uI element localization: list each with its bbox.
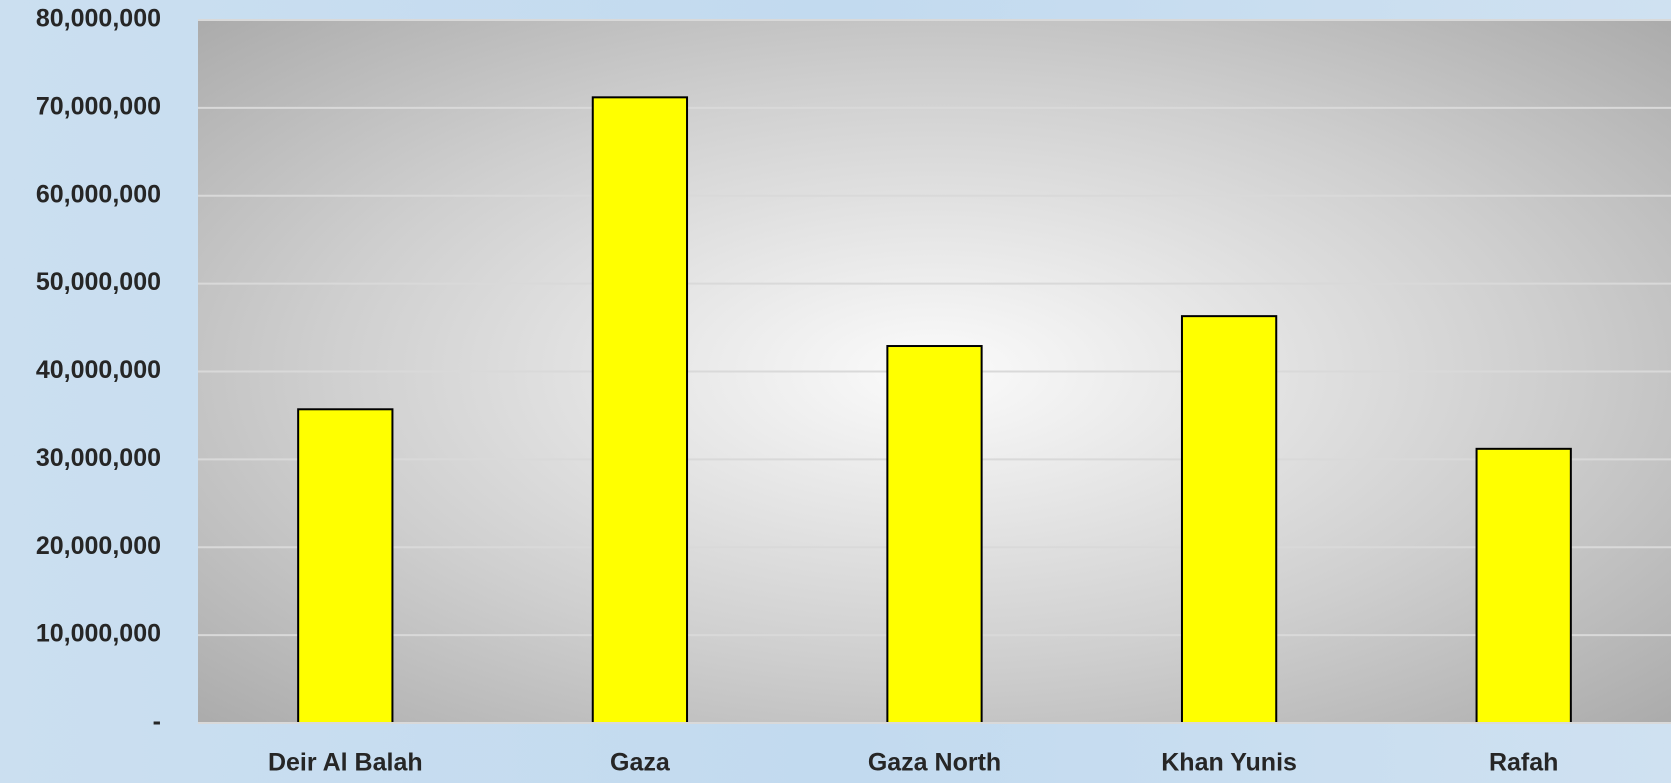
y-axis-tick-labels: - 10,000,000 20,000,000 30,000,000 40,000,00… [36,5,161,736]
y-tick-label: 50,000,000 [36,268,161,296]
y-tick-label: 10,000,000 [36,620,161,648]
x-tick-label: Deir Al Balah [268,749,423,777]
bar-gaza-north [886,345,983,724]
y-tick-label: - [153,708,161,736]
x-tick-label: Rafah [1489,749,1558,777]
y-tick-label: 30,000,000 [36,444,161,472]
x-tick-label: Gaza North [868,749,1001,777]
bar-khan-yunis [1180,315,1278,724]
bars [297,96,1572,724]
y-tick-label: 20,000,000 [36,532,161,560]
bar-deir-al-balah [297,408,394,724]
x-tick-label: Gaza [610,749,671,777]
x-axis-tick-labels: Deir Al Balah Gaza Gaza North Khan Yunis Raf… [268,749,1558,777]
bar-rafah [1475,447,1572,724]
x-tick-label: Khan Yunis [1161,749,1297,777]
bar-gaza [591,96,689,724]
y-tick-label: 80,000,000 [36,5,161,33]
y-tick-label: 60,000,000 [36,180,161,208]
y-tick-label: 70,000,000 [36,92,161,120]
y-tick-label: 40,000,000 [36,356,161,384]
